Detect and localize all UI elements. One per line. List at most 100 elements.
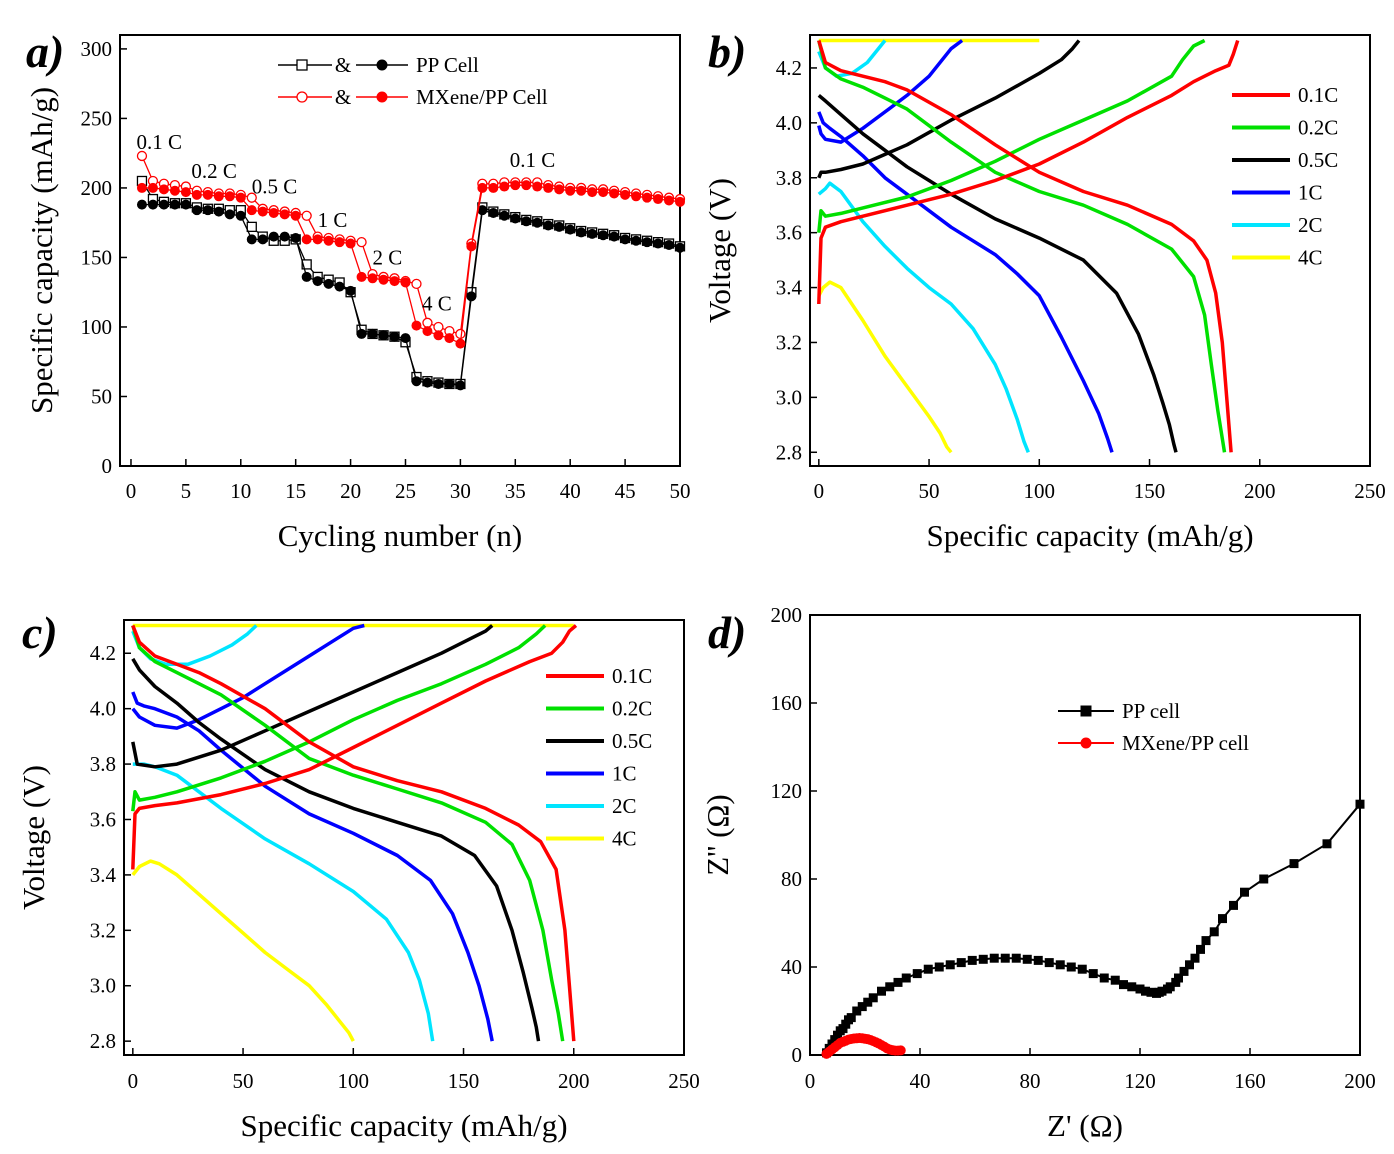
y-tick-label: 4.2 <box>776 56 802 80</box>
x-tick-label: 150 <box>448 1069 480 1093</box>
data-point <box>279 231 290 242</box>
y-tick-label: 300 <box>81 37 113 61</box>
data-point <box>1066 962 1076 972</box>
discharge-curve <box>131 691 494 1042</box>
data-point <box>455 338 466 349</box>
data-point <box>301 234 312 245</box>
legend-entry: 0.2C <box>546 697 652 721</box>
y-axis-title: Voltage (V) <box>16 765 51 910</box>
y-tick-label: 250 <box>81 106 113 130</box>
x-tick-label: 10 <box>230 479 251 503</box>
rate-annotation: 0.5 C <box>252 174 298 198</box>
data-point <box>554 221 565 232</box>
legend-entry: & PP Cell <box>278 53 479 77</box>
nyquist-line <box>825 803 1361 1054</box>
data-point <box>1322 839 1332 849</box>
data-point <box>576 227 587 238</box>
data-point <box>1011 953 1021 963</box>
data-point <box>1179 966 1189 976</box>
x-tick-label: 200 <box>1344 1069 1376 1093</box>
data-point <box>136 150 148 162</box>
data-point <box>477 182 488 193</box>
y-tick-label: 200 <box>81 176 113 200</box>
discharge-curve <box>817 39 1233 453</box>
rate-annotation: 2 C <box>373 245 403 269</box>
data-point <box>877 986 886 996</box>
data-point <box>620 189 631 200</box>
x-tick-label: 250 <box>1354 479 1386 503</box>
y-tick-label: 3.0 <box>776 385 802 409</box>
data-point <box>1240 887 1249 897</box>
discharge-curve <box>131 657 541 1042</box>
y-tick-label: 2.8 <box>776 440 802 464</box>
x-axis-title: Z' (Ω) <box>1047 1108 1123 1143</box>
data-point <box>356 328 367 339</box>
data-point <box>945 960 955 970</box>
data-point <box>301 271 312 282</box>
data-point <box>893 977 903 987</box>
data-point <box>334 281 345 292</box>
data-point <box>158 199 169 210</box>
rate-annotation: 0.1 C <box>136 130 182 154</box>
legend-label: 0.1C <box>1298 83 1338 107</box>
charge-curve <box>817 38 1206 233</box>
data-point <box>631 191 642 202</box>
y-tick-label: 160 <box>771 691 803 715</box>
data-point <box>466 291 477 302</box>
legend-entry: 1C <box>546 762 637 786</box>
legend-label: 2C <box>1298 213 1323 237</box>
data-point <box>367 273 378 284</box>
data-point <box>169 185 180 196</box>
discharge-curve <box>131 625 565 1042</box>
data-point <box>543 182 554 193</box>
x-tick-label: 40 <box>560 479 581 503</box>
discharge-curve <box>131 859 355 1042</box>
discharge-curve <box>817 181 1030 453</box>
rate-annotation: 0.1 C <box>510 148 556 172</box>
data-point <box>1209 927 1219 937</box>
data-point <box>433 378 444 389</box>
data-point <box>1033 955 1043 965</box>
y-tick-label: 50 <box>91 384 112 408</box>
data-point <box>488 182 499 193</box>
data-point <box>180 199 191 210</box>
x-tick-label: 15 <box>285 479 306 503</box>
data-point <box>521 180 532 191</box>
legend-entry: 1C <box>1232 181 1323 205</box>
data-point <box>257 206 268 217</box>
y-tick-label: 3.6 <box>90 807 116 831</box>
data-point <box>642 237 653 248</box>
data-point <box>989 953 999 963</box>
data-point <box>301 259 312 270</box>
x-tick-label: 160 <box>1234 1069 1266 1093</box>
data-point <box>967 955 977 965</box>
data-point <box>1077 964 1087 974</box>
charge-curve <box>817 39 964 144</box>
data-point <box>923 964 933 974</box>
data-point <box>169 199 180 210</box>
data-point <box>609 231 620 242</box>
data-point <box>1201 936 1211 946</box>
data-point <box>191 189 202 200</box>
data-point <box>345 285 356 296</box>
panel-label: c) <box>22 607 58 658</box>
data-point <box>246 205 257 216</box>
legend-entry: 0.1C <box>546 664 652 688</box>
y-tick-label: 3.2 <box>776 330 802 354</box>
x-tick-label: 100 <box>1024 479 1056 503</box>
data-point <box>180 187 191 198</box>
data-point <box>934 962 944 972</box>
panel-label: d) <box>708 607 746 658</box>
data-point <box>433 321 444 333</box>
data-point <box>978 954 988 964</box>
data-point <box>136 199 147 210</box>
data-point <box>444 378 455 389</box>
data-point <box>1127 982 1137 992</box>
data-point <box>224 191 235 202</box>
data-point <box>510 180 521 191</box>
legend-entry: 0.1C <box>1232 83 1338 107</box>
data-point <box>653 194 664 205</box>
legend-separator: & <box>335 85 351 109</box>
data-point <box>1022 954 1032 964</box>
panel-label: b) <box>708 26 746 77</box>
